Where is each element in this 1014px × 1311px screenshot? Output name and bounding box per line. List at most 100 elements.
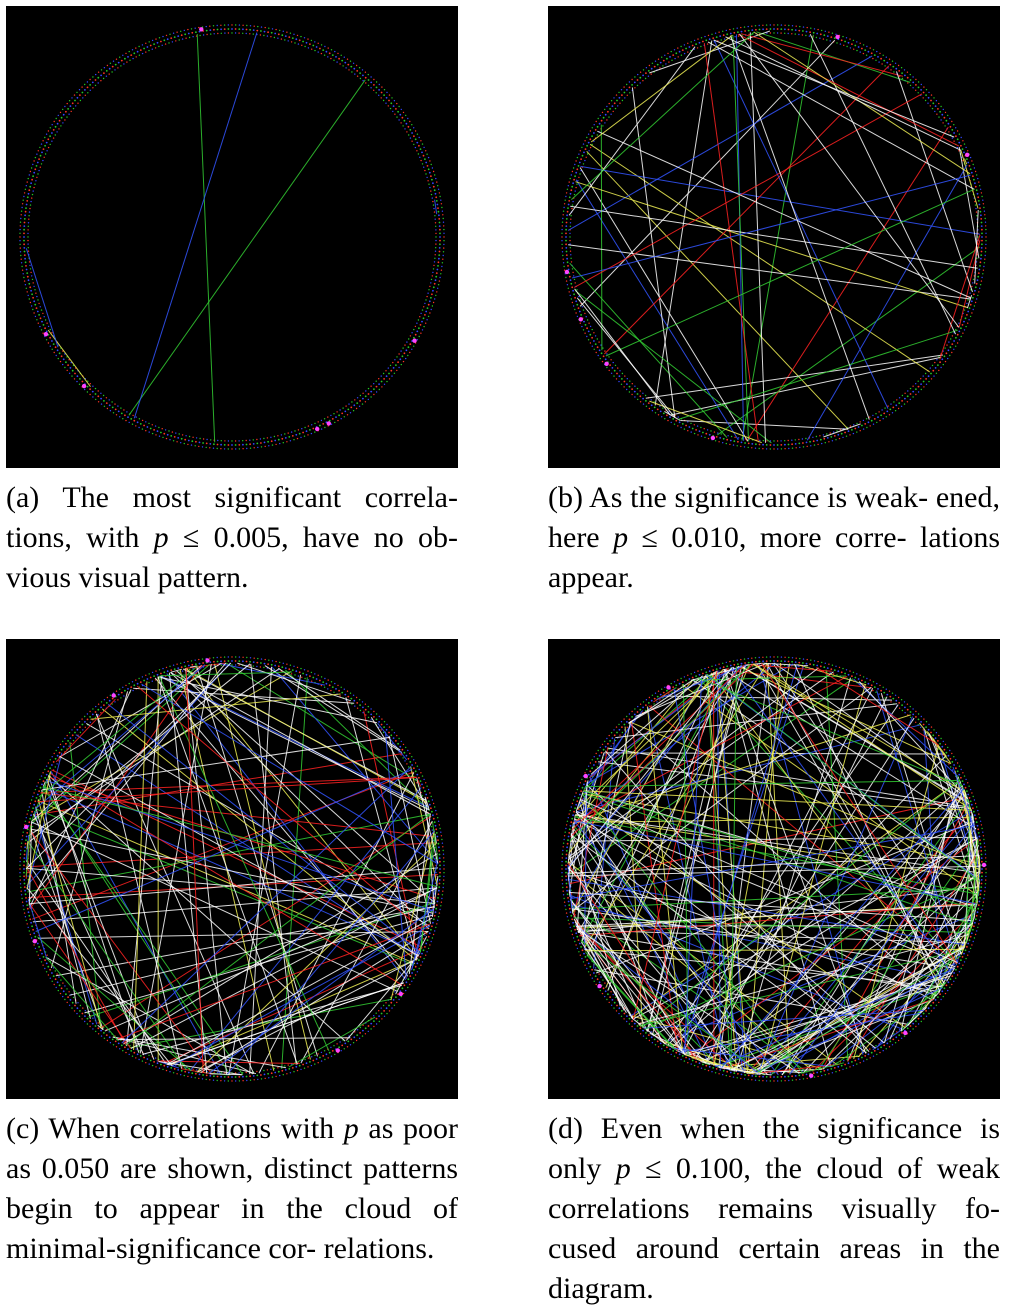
ring-node bbox=[572, 937, 575, 939]
ring-node bbox=[22, 273, 24, 275]
ring-node bbox=[604, 990, 607, 993]
ring-node bbox=[130, 1050, 133, 1052]
ring-node bbox=[974, 182, 976, 185]
ring-node bbox=[576, 183, 578, 185]
ring-node bbox=[439, 239, 441, 242]
ring-node bbox=[942, 995, 944, 998]
ring-node bbox=[909, 387, 912, 390]
ring-node bbox=[791, 665, 793, 667]
ring-node bbox=[561, 251, 564, 253]
ring-node bbox=[562, 846, 564, 848]
ring-node bbox=[60, 987, 63, 990]
ring-node bbox=[245, 443, 248, 446]
ring-node bbox=[54, 757, 57, 760]
ring-node bbox=[784, 443, 786, 446]
ring-node bbox=[915, 84, 917, 86]
ring-node bbox=[217, 439, 219, 442]
ring-node bbox=[978, 923, 980, 925]
ring-node bbox=[906, 71, 909, 73]
ring-node bbox=[370, 76, 372, 78]
ring-node bbox=[822, 434, 825, 436]
ring-node bbox=[567, 203, 570, 206]
ring-node bbox=[755, 28, 757, 31]
ring-node bbox=[279, 1074, 281, 1077]
ring-node bbox=[765, 1076, 768, 1078]
ring-node bbox=[102, 1026, 105, 1029]
ring-node bbox=[322, 1055, 325, 1057]
ring-node bbox=[690, 431, 692, 433]
ring-node bbox=[654, 1044, 657, 1046]
ring-node bbox=[586, 153, 589, 155]
ring-node bbox=[984, 886, 986, 889]
ring-node bbox=[188, 668, 191, 671]
ring-node bbox=[284, 35, 287, 37]
ring-node bbox=[575, 160, 577, 162]
ring-node bbox=[955, 345, 957, 347]
ring-node bbox=[421, 151, 423, 154]
panel-c: (c) When correlations with p as poor as … bbox=[6, 639, 458, 1269]
ring-node bbox=[438, 257, 440, 260]
ring-node bbox=[960, 967, 962, 970]
ring-node bbox=[26, 907, 29, 910]
ring-node bbox=[400, 363, 402, 366]
correlation-edge bbox=[133, 681, 148, 1051]
ring-node bbox=[787, 439, 789, 442]
ring-node bbox=[791, 439, 793, 441]
caption-c-part-4: relations. bbox=[323, 1232, 435, 1265]
ring-node bbox=[71, 734, 74, 737]
ring-node bbox=[263, 34, 265, 37]
ring-node bbox=[75, 105, 77, 107]
ring-node bbox=[205, 442, 208, 445]
ring-node bbox=[568, 907, 571, 910]
ring-node bbox=[829, 40, 831, 42]
ring-node bbox=[309, 1061, 311, 1063]
ring-node bbox=[947, 746, 949, 749]
ring-node bbox=[400, 740, 402, 743]
ring-node bbox=[672, 54, 675, 56]
ring-node bbox=[428, 815, 430, 817]
ring-node bbox=[62, 122, 64, 124]
ring-node bbox=[736, 445, 738, 447]
highlight-node bbox=[835, 34, 840, 40]
ring-node bbox=[330, 423, 333, 425]
ring-node bbox=[836, 674, 838, 676]
ring-node bbox=[568, 275, 571, 278]
ring-node bbox=[108, 1031, 110, 1033]
ring-node bbox=[744, 1074, 746, 1076]
ring-node bbox=[666, 414, 668, 417]
ring-node bbox=[787, 443, 790, 446]
ring-node bbox=[583, 783, 585, 786]
ring-node bbox=[362, 1024, 364, 1026]
ring-node bbox=[408, 134, 410, 136]
ring-node bbox=[953, 124, 955, 126]
ring-node bbox=[391, 729, 393, 731]
ring-node bbox=[695, 1061, 697, 1063]
ring-node bbox=[395, 364, 397, 366]
ring-node bbox=[912, 76, 914, 78]
ring-node bbox=[172, 440, 175, 442]
ring-node bbox=[842, 1068, 844, 1071]
ring-node bbox=[54, 970, 56, 972]
ring-node bbox=[202, 662, 205, 664]
ring-node bbox=[97, 714, 99, 716]
ring-node bbox=[587, 133, 590, 135]
ring-node bbox=[647, 1034, 650, 1036]
ring-node bbox=[390, 102, 393, 105]
ring-node bbox=[344, 410, 347, 413]
ring-node bbox=[286, 663, 288, 665]
ring-node bbox=[819, 438, 822, 441]
ring-node bbox=[133, 52, 136, 55]
ring-node bbox=[666, 689, 668, 692]
ring-node bbox=[42, 332, 44, 334]
ring-node bbox=[961, 956, 964, 958]
ring-node bbox=[53, 752, 55, 755]
ring-node bbox=[612, 742, 614, 745]
ring-node bbox=[795, 657, 797, 659]
ring-node bbox=[853, 424, 855, 426]
ring-node bbox=[291, 435, 294, 437]
ring-node bbox=[620, 721, 623, 723]
ring-node bbox=[432, 814, 434, 817]
ring-node bbox=[385, 728, 388, 731]
ring-node bbox=[566, 820, 569, 822]
ring-node bbox=[693, 671, 696, 674]
